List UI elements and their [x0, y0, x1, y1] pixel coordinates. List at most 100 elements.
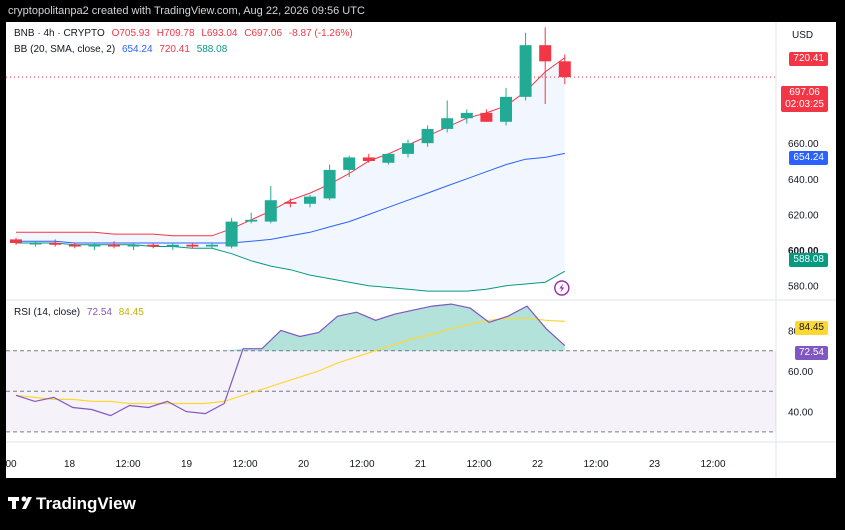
candle [382, 153, 395, 165]
price-tick-label: 640.00 [788, 175, 819, 186]
candle [186, 242, 199, 249]
candle-body [10, 239, 22, 243]
lightning-icon-ring [554, 280, 570, 296]
rsi-tick-label: 40.00 [788, 408, 813, 419]
candle [245, 212, 258, 224]
candle-body [343, 157, 356, 170]
legend-rsi: RSI (14, close) 72.54 84.45 [14, 307, 148, 318]
candle [460, 109, 473, 124]
time-tick-label: 22 [532, 459, 544, 470]
candle [539, 27, 552, 104]
candle-body [68, 244, 81, 247]
bb-basis-line [16, 152, 565, 244]
candle-body [29, 242, 42, 245]
legend-bb-label: BB (20, SMA, close, 2) [14, 44, 116, 55]
candle-body [186, 244, 199, 247]
legend-ohlc: BNB · 4h · CRYPTO O705.93 H709.78 L693.0… [14, 28, 357, 39]
bb-upper-tag: 720.41 [789, 52, 828, 66]
candle-body [284, 201, 297, 204]
price-tick-label: 600.00 [788, 246, 819, 257]
time-tick-label: 12:00 [115, 459, 140, 470]
legend-low: L693.04 [201, 28, 238, 39]
rsi-tag: 72.54 [794, 346, 828, 360]
lightning-icon-bolt [559, 283, 565, 293]
legend-bb-basis: 654.24 [121, 44, 153, 55]
time-tick-label: 12:00 [583, 459, 608, 470]
candle [441, 100, 454, 133]
tradingview-logo-icon [8, 496, 32, 509]
time-tick-label: 12:00 [700, 459, 725, 470]
tradingview-logo-text: TradingView [36, 494, 137, 513]
legend-bb-lower: 588.08 [196, 44, 228, 55]
candle-body [147, 244, 160, 247]
rsi-tick-label: 60.00 [788, 367, 813, 378]
price-tick-label: 660.00 [788, 139, 819, 150]
footer: TradingView [0, 478, 845, 530]
candle-body [402, 143, 414, 154]
tradingview-logo[interactable]: TradingView [8, 493, 148, 515]
header-caption: cryptopolitanpa2 created with TradingVie… [8, 5, 365, 17]
legend-rsi-ma: 84.45 [118, 307, 144, 318]
candle [147, 242, 160, 249]
time-tick-label: 12:00 [232, 459, 257, 470]
candle [402, 139, 414, 158]
legend-rsi-value: 72.54 [86, 307, 112, 318]
candle-body [127, 244, 140, 247]
candle [88, 242, 101, 251]
candle-body [108, 244, 120, 247]
legend-close: C697.06 [244, 28, 283, 39]
candle [166, 242, 179, 251]
legend-open: O705.93 [111, 28, 150, 39]
top-bar: cryptopolitanpa2 created with TradingVie… [0, 0, 845, 22]
time-tick-label: 18 [64, 459, 76, 470]
candle-body [460, 112, 473, 119]
legend-change: -8.87 (-1.26%) [288, 28, 353, 39]
bb-basis-tag: 654.24 [789, 151, 828, 165]
candle [519, 32, 532, 101]
candle [362, 153, 375, 163]
candle-body [49, 242, 62, 245]
bb-fill [16, 57, 565, 292]
candle-body [245, 219, 258, 222]
candle-body [382, 153, 395, 163]
time-tick-label: 19 [181, 459, 193, 470]
candle-body [539, 45, 552, 62]
candle [225, 218, 238, 249]
candle-body [519, 45, 532, 97]
price-tick-label: 620.00 [788, 210, 819, 221]
candle [500, 87, 512, 126]
candle-body [480, 112, 493, 122]
candle [323, 164, 336, 201]
candle [264, 185, 277, 224]
chart-panel[interactable]: 680.00660.00640.00620.00600.00580.0080.0… [6, 22, 836, 478]
candle [304, 194, 316, 208]
time-tick-label: 12:00 [466, 459, 491, 470]
legend-symbol: BNB · 4h · CRYPTO [14, 28, 105, 39]
legend-high: H709.78 [156, 28, 195, 39]
lightning-icon [554, 280, 570, 296]
candle-body [441, 118, 454, 129]
candle [49, 239, 62, 247]
currency-label: USD [792, 30, 814, 41]
rsi-line [15, 303, 566, 417]
time-tick-label: 12:00 [349, 459, 374, 470]
candle [68, 242, 81, 249]
candle [29, 241, 42, 247]
candle-body [88, 244, 101, 247]
candle [480, 109, 493, 122]
candle [108, 241, 120, 249]
candle-body [225, 221, 238, 247]
candle [421, 125, 434, 147]
candle [558, 54, 571, 85]
time-tick-label: 23 [649, 459, 661, 470]
chart-svg[interactable]: 680.00660.00640.00620.00600.00580.0080.0… [6, 22, 836, 478]
candle-body [558, 61, 571, 78]
legend-rsi-label: RSI (14, close) [14, 307, 81, 318]
time-tick-label: 20 [298, 459, 310, 470]
rsi-ma-tag: 84.45 [794, 321, 828, 335]
legend-bb-upper: 720.41 [159, 44, 190, 55]
bb-lower-tag: 588.08 [789, 253, 828, 267]
candle-body [362, 157, 375, 161]
candle-body [264, 200, 277, 222]
candle [127, 242, 140, 251]
